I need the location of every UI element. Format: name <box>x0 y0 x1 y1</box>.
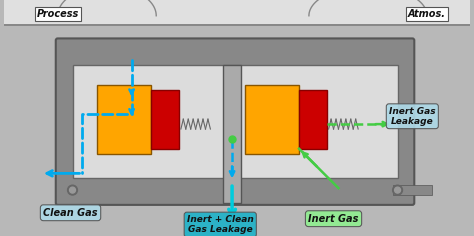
Text: Inert Gas: Inert Gas <box>309 214 359 224</box>
Bar <box>245 85 299 154</box>
Bar <box>392 185 432 195</box>
Circle shape <box>392 185 402 195</box>
FancyBboxPatch shape <box>56 38 414 205</box>
Bar <box>4 0 470 26</box>
Bar <box>299 90 327 149</box>
Circle shape <box>68 185 77 195</box>
Bar <box>223 65 241 203</box>
Text: Process: Process <box>36 9 79 19</box>
Text: Inert Gas
Leakage: Inert Gas Leakage <box>389 106 436 126</box>
Circle shape <box>70 187 75 193</box>
Bar <box>4 24 470 26</box>
Circle shape <box>394 187 401 193</box>
Bar <box>73 65 398 178</box>
Bar <box>151 90 179 149</box>
Text: Inert + Clean
Gas Leakage: Inert + Clean Gas Leakage <box>187 215 254 234</box>
Text: Atmos.: Atmos. <box>408 9 446 19</box>
Text: Clean Gas: Clean Gas <box>43 208 98 218</box>
Bar <box>97 85 151 154</box>
